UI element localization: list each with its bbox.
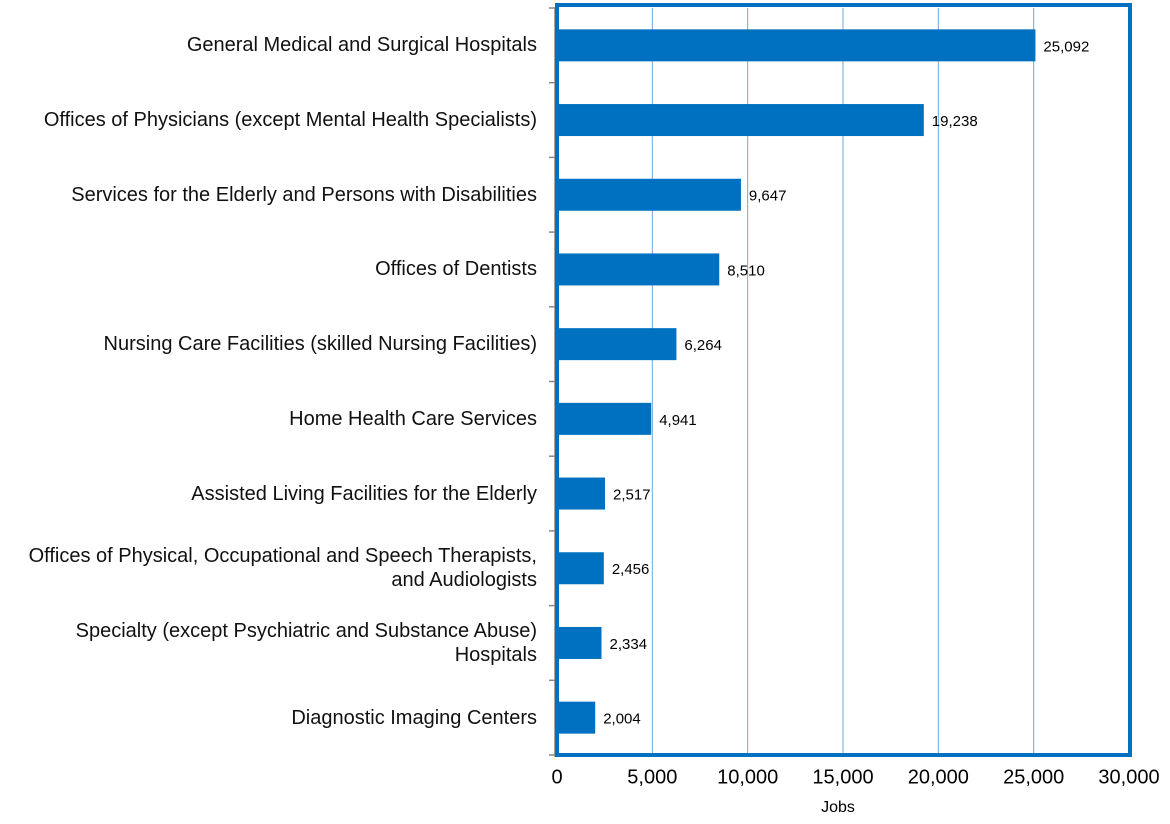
x-tick-label: 15,000 — [812, 766, 873, 788]
value-label: 25,092 — [1043, 38, 1089, 55]
value-label: 19,238 — [932, 113, 978, 130]
value-label: 6,264 — [684, 337, 722, 354]
x-tick-label: 0 — [551, 766, 562, 788]
bar — [557, 328, 677, 361]
category-label: General Medical and Surgical Hospitals — [186, 34, 537, 57]
x-axis-title: Jobs — [821, 799, 855, 816]
x-tick-label: 10,000 — [717, 766, 778, 788]
category-label: Diagnostic Imaging Centers — [291, 706, 537, 729]
category-label: Home Health Care Services — [289, 407, 537, 430]
x-tick-label: 25,000 — [1003, 766, 1064, 788]
bar — [557, 402, 652, 435]
category-label: Nursing Care Facilities (skilled Nursing… — [103, 333, 537, 356]
bar — [557, 29, 1036, 62]
category-label: Offices of Physical, Occupational and Sp… — [28, 545, 537, 592]
value-label: 9,647 — [749, 188, 787, 205]
value-label: 2,334 — [610, 636, 648, 653]
category-label: Services for the Elderly and Persons wit… — [71, 183, 537, 206]
bar — [557, 178, 741, 211]
value-label: 2,004 — [603, 711, 641, 728]
value-label: 4,941 — [659, 412, 697, 429]
value-label: 2,456 — [612, 561, 650, 578]
bar — [557, 253, 720, 286]
x-tick-label: 5,000 — [627, 766, 677, 788]
bar — [557, 552, 604, 585]
x-tick-label: 20,000 — [908, 766, 969, 788]
plot-frame — [555, 3, 1132, 757]
bar — [557, 626, 602, 659]
category-label: Assisted Living Facilities for the Elder… — [191, 482, 537, 505]
value-label: 8,510 — [727, 262, 765, 279]
category-label: Specialty (except Psychiatric and Substa… — [75, 619, 537, 666]
value-label: 2,517 — [613, 487, 651, 504]
category-label: Offices of Dentists — [375, 258, 537, 281]
x-tick-label: 30,000 — [1098, 766, 1159, 788]
bar — [557, 104, 924, 137]
bar — [557, 477, 605, 510]
category-label: Offices of Physicians (except Mental Hea… — [43, 109, 537, 132]
bar — [557, 701, 596, 734]
